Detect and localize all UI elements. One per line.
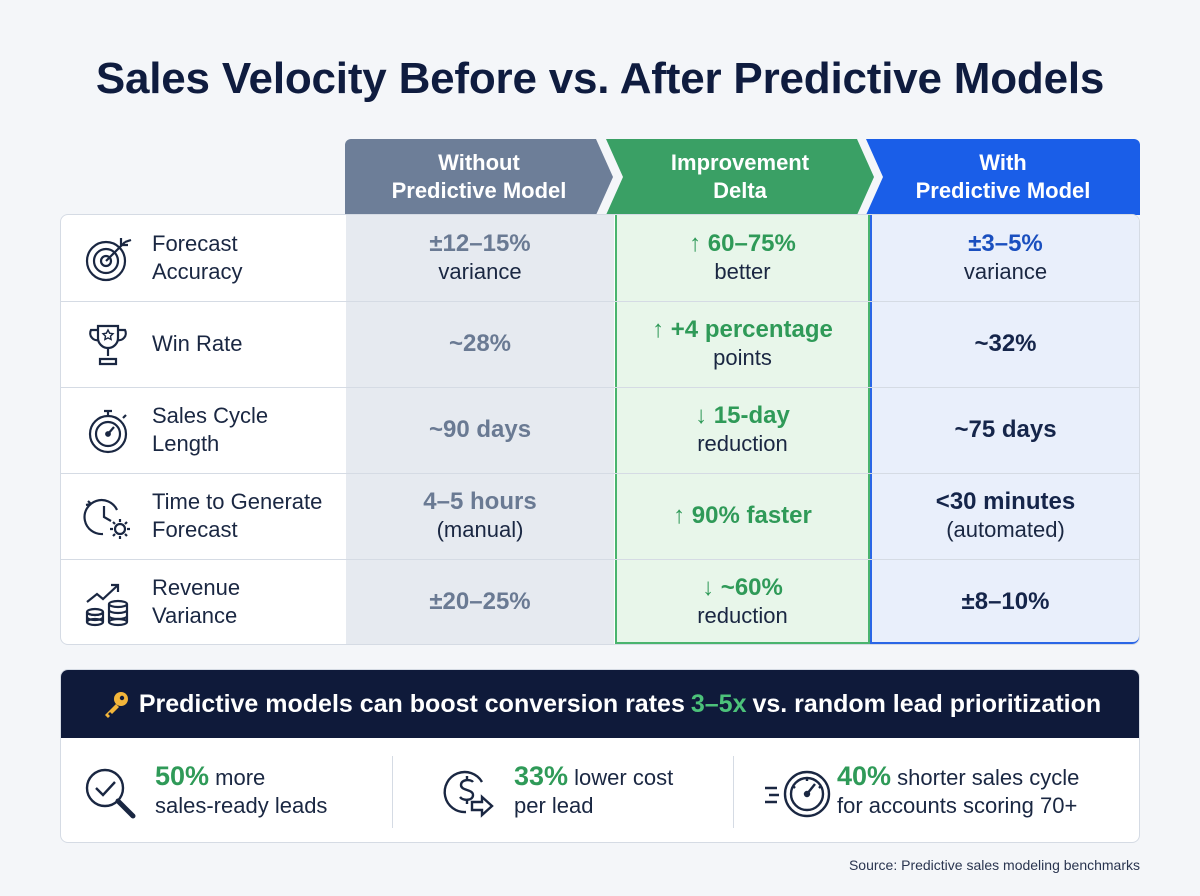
table-row: Revenue Variance ±20–25% ↓ ~60% reductio… [61,559,1139,644]
table-row: Time to Generate Forecast 4–5 hours (man… [61,473,1139,559]
column-header-delta: Improvement Delta [606,139,874,215]
search-check-icon [81,764,139,822]
delta-main: ↑ +4 percentage [652,316,833,343]
with-value: ±3–5% variance [870,215,1139,301]
stat-line1: shorter sales cycle [897,765,1080,790]
delta-value: ↓ 15-day reduction [615,387,870,473]
stat-item: 50% more sales-ready leads [61,738,391,842]
clock-gear-icon [83,492,133,542]
delta-sub: better [714,259,771,284]
without-column-background [346,215,614,644]
table-row: Win Rate ~28% ↑ +4 percentage points ~32… [61,301,1139,387]
metric-label: Forecast Accuracy [152,231,243,284]
revenue-coins-icon [83,578,133,628]
delta-value: ↑ 90% faster [615,473,870,559]
banner-headline: Predictive models can boost conversion r… [61,670,1139,738]
without-main: 4–5 hours [423,488,537,515]
delta-value: ↑ +4 percentage points [615,301,870,387]
banner-highlight: 3–5x [690,689,747,718]
delta-value: ↑ 60–75% better [615,215,870,301]
with-sub: (automated) [946,517,1065,542]
with-value: ~75 days [870,387,1139,473]
banner-text-pre: Predictive models can boost conversion r… [138,689,685,718]
stat-line2: per lead [514,793,594,818]
row-divider [61,559,1139,560]
with-main: <30 minutes [935,488,1076,515]
stat-number: 33% [514,761,569,791]
row-divider [61,301,1139,302]
comparison-table: Forecast Accuracy ±12–15% variance ↑ 60–… [60,214,1140,645]
target-icon [83,234,133,284]
stopwatch-icon [83,406,133,456]
delta-main: ↓ 15-day [695,402,790,429]
stat-line1: lower cost [574,765,674,790]
speedometer-icon [763,764,831,822]
dollar-arrow-icon [440,764,498,822]
metric-label: Revenue Variance [152,575,241,628]
without-main: ~90 days [428,416,532,443]
with-value: ~32% [870,301,1139,387]
without-value: ~28% [346,301,614,387]
with-value: <30 minutes (automated) [870,473,1139,559]
delta-main: ↑ 90% faster [673,502,812,529]
without-value: ±20–25% [346,559,614,644]
stat-number: 40% [837,761,892,791]
stat-text: 40% shorter sales cycle for accounts sco… [837,762,1079,820]
delta-main: ↑ 60–75% [689,230,796,257]
metric-label: Sales Cycle Length [152,403,269,456]
column-header-delta-label: Improvement Delta [670,150,810,203]
row-divider [61,387,1139,388]
delta-value: ↓ ~60% reduction [615,559,870,644]
without-main: ±12–15% [429,230,531,257]
metric-label: Win Rate [152,331,243,356]
delta-sub: reduction [697,431,788,456]
stat-text: 50% more sales-ready leads [155,762,327,820]
delta-column-background [615,215,870,644]
delta-sub: points [713,345,772,370]
banner-text-post: vs. random lead prioritization [752,689,1102,718]
table-row: Forecast Accuracy ±12–15% variance ↑ 60–… [61,215,1139,301]
key-icon [101,689,131,719]
stat-line2: sales-ready leads [155,793,328,818]
with-main: ~75 days [954,416,1057,443]
column-header-with: With Predictive Model [866,139,1140,215]
stat-line2: for accounts scoring 70+ [837,793,1078,818]
with-sub: variance [963,259,1048,284]
without-value: 4–5 hours (manual) [346,473,614,559]
with-main: ±8–10% [961,588,1050,615]
row-divider [61,473,1139,474]
key-insight-banner: Predictive models can boost conversion r… [60,669,1140,843]
stat-number: 50% [155,761,210,791]
with-value: ±8–10% [870,559,1139,644]
trophy-icon [83,320,133,370]
without-main: ±20–25% [429,588,531,615]
table-row: Sales Cycle Length ~90 days ↓ 15-day red… [61,387,1139,473]
stat-divider [733,756,734,828]
without-main: ~28% [448,330,512,357]
delta-sub: reduction [697,603,788,628]
without-sub: (manual) [436,517,524,542]
stat-item: 40% shorter sales cycle for accounts sco… [733,738,1139,842]
column-header-with-label: With Predictive Model [915,150,1091,203]
with-main: ~32% [974,330,1037,357]
stat-text: 33% lower cost per lead [514,762,673,820]
stat-item: 33% lower cost per lead [392,738,732,842]
stat-line1: more [215,765,266,790]
column-header-without: Without Predictive Model [345,139,613,215]
page-title: Sales Velocity Before vs. After Predicti… [95,54,1105,103]
stat-divider [392,756,393,828]
without-value: ~90 days [346,387,614,473]
with-column-background [870,215,1139,644]
without-sub: variance [438,259,522,284]
source-note: Source: Predictive sales modeling benchm… [848,857,1140,873]
column-header-without-label: Without Predictive Model [391,150,567,203]
with-main: ±3–5% [968,230,1043,257]
metric-label: Time to Generate Forecast [152,489,323,542]
delta-main: ↓ ~60% [702,574,783,601]
without-value: ±12–15% variance [346,215,614,301]
